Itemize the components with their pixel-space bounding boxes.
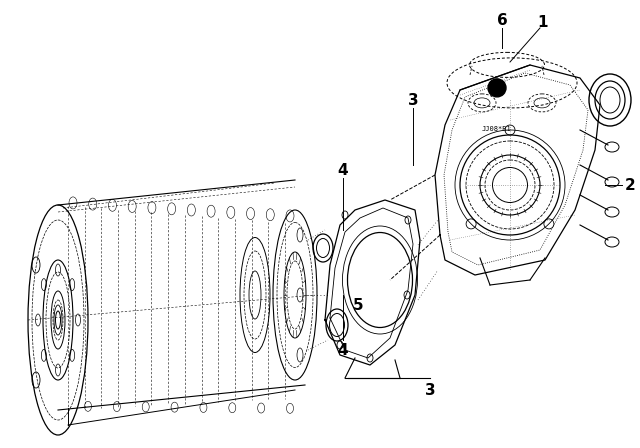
Circle shape xyxy=(488,79,506,97)
Text: 3: 3 xyxy=(425,383,435,397)
Text: 4: 4 xyxy=(338,343,348,358)
Text: 3: 3 xyxy=(408,92,419,108)
Text: 5: 5 xyxy=(353,297,364,313)
Text: 4: 4 xyxy=(338,163,348,177)
Text: 6: 6 xyxy=(497,13,508,28)
Text: 2: 2 xyxy=(625,177,636,193)
Text: 1: 1 xyxy=(538,14,548,30)
Text: JJ08*R1: JJ08*R1 xyxy=(482,126,512,132)
